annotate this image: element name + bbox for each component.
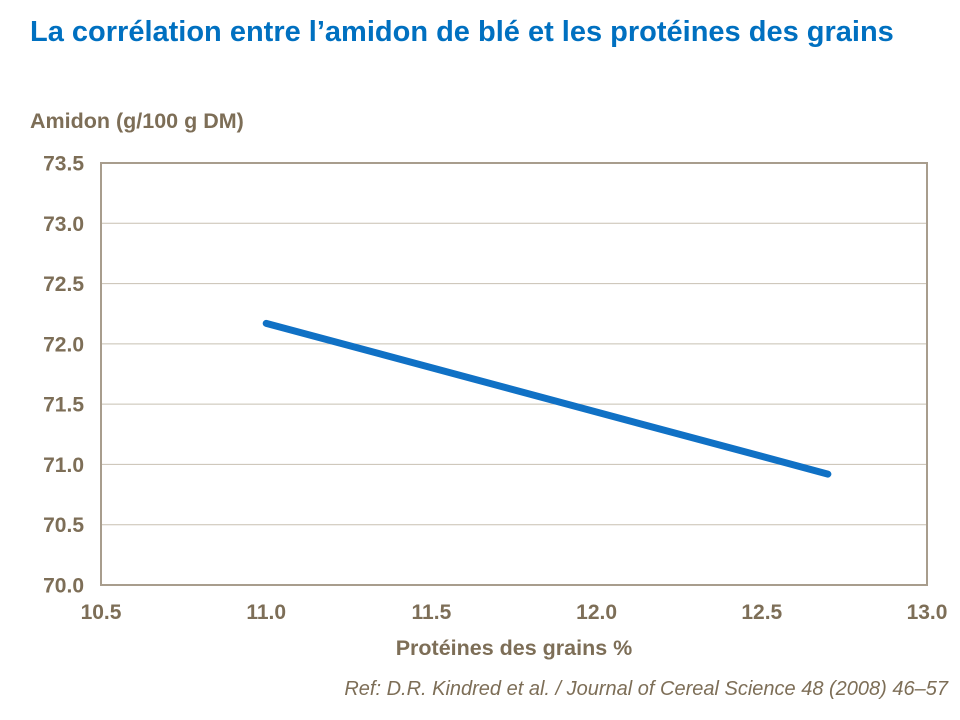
y-tick-label: 73.5 xyxy=(43,153,84,176)
x-tick-label: 13.0 xyxy=(907,601,948,624)
x-tick-label: 12.0 xyxy=(576,601,617,624)
y-tick-label: 73.0 xyxy=(43,213,84,236)
reference-caption: Ref: D.R. Kindred et al. / Journal of Ce… xyxy=(344,678,948,700)
page-title: La corrélation entre l’amidon de blé et … xyxy=(30,16,894,48)
y-tick-label: 71.0 xyxy=(43,454,84,477)
x-tick-label: 11.5 xyxy=(412,601,452,624)
trend-line xyxy=(262,319,832,478)
y-tick-label: 70.5 xyxy=(43,514,84,537)
y-tick-label: 72.0 xyxy=(43,333,84,356)
plot-border xyxy=(100,162,928,586)
x-tick-label: 11.0 xyxy=(246,601,286,624)
x-axis-title: Protéines des grains % xyxy=(395,636,633,660)
y-tick-label: 72.5 xyxy=(43,273,84,296)
x-tick-label: 10.5 xyxy=(81,601,122,624)
y-tick-label: 70.0 xyxy=(43,575,84,598)
y-axis-title: Amidon (g/100 g DM) xyxy=(30,109,244,133)
x-tick-label: 12.5 xyxy=(741,601,782,624)
y-tick-label: 71.5 xyxy=(43,394,84,417)
